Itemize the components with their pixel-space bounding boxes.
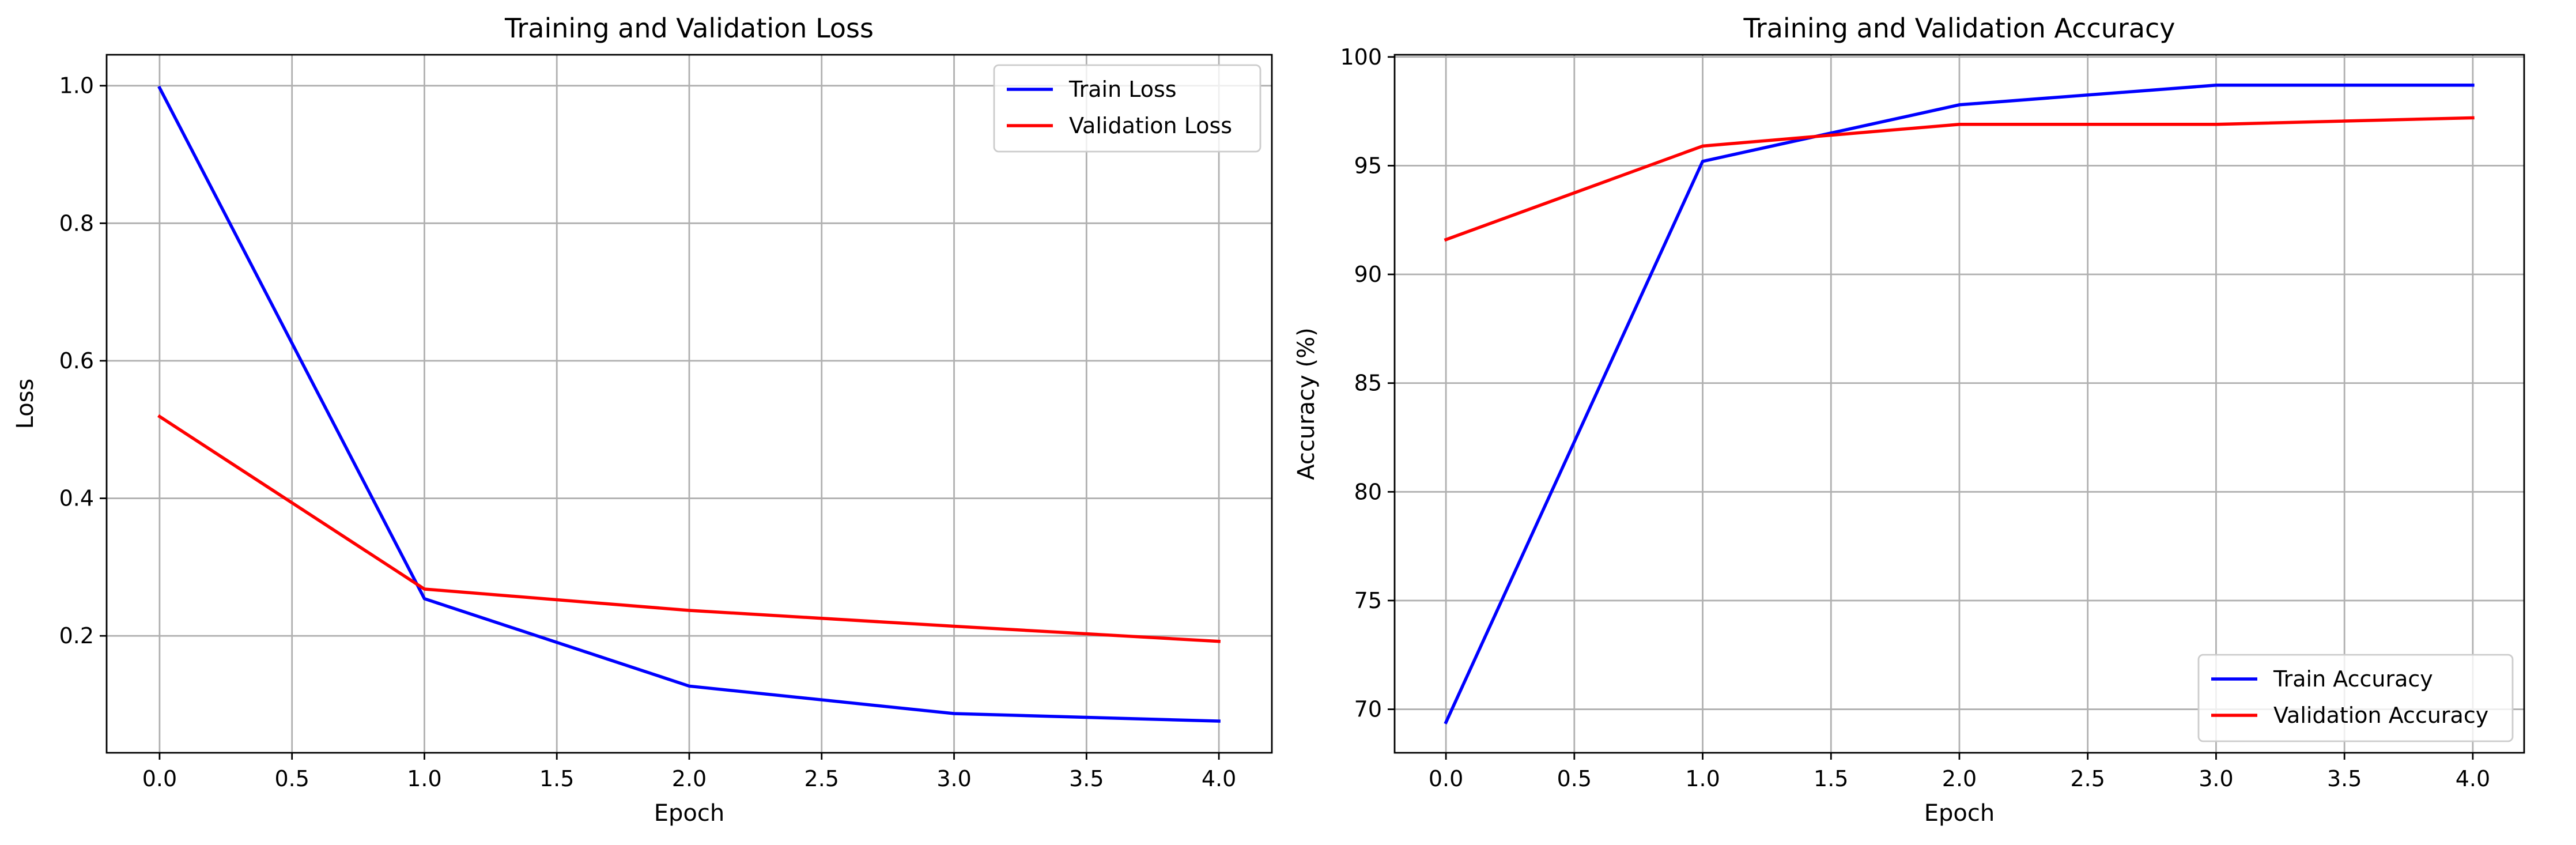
legend-box (993, 64, 1261, 153)
y-axis-label: Loss (12, 379, 39, 429)
x-tick-label: 4.0 (1202, 766, 1236, 791)
x-tick-label: 0.5 (274, 766, 309, 791)
x-tick-label: 3.5 (2327, 766, 2362, 791)
series-line-0 (157, 85, 1221, 723)
chart-loss: 0.0 0.5 1.0 1.5 2.0 2.5 3.0 3.5 4.0 0.2 0.4 0.6 0.8 1… (12, 13, 1273, 827)
legend: Train Accuracy Validation Accuracy (2197, 654, 2514, 742)
legend-box (2197, 654, 2514, 742)
x-tick-label: 2.5 (2071, 766, 2105, 791)
y-tick-label: 100 (1340, 44, 1382, 70)
chart-accuracy: 0.0 0.5 1.0 1.5 2.0 2.5 3.0 3.5 4.0 70 75 80 85 90 95 1… (1293, 13, 2525, 827)
y-tick-label: 95 (1354, 153, 1382, 178)
x-tick-label: 1.5 (1814, 766, 1848, 791)
y-tick-label: 1.0 (59, 73, 94, 99)
y-tick-label: 75 (1354, 588, 1382, 613)
legend: Train Loss Validation Loss (993, 64, 1261, 153)
series-line-1 (157, 414, 1221, 643)
y-tick-label: 0.6 (59, 348, 94, 374)
legend-label: Train Loss (1068, 77, 1177, 102)
x-tick-label: 0.0 (1429, 766, 1463, 791)
x-tick-label: 0.0 (142, 766, 177, 791)
y-axis-label: Accuracy (%) (1293, 327, 1320, 480)
y-tick-label: 90 (1354, 262, 1382, 287)
x-axis-label: Epoch (654, 800, 724, 827)
y-tick-label: 80 (1354, 479, 1382, 504)
x-tick-label: 0.5 (1557, 766, 1592, 791)
x-tick-label: 3.5 (1069, 766, 1104, 791)
x-tick-label: 3.0 (936, 766, 971, 791)
x-tick-label: 3.0 (2199, 766, 2233, 791)
x-tick-label: 1.5 (539, 766, 574, 791)
x-tick-label: 4.0 (2456, 766, 2490, 791)
y-tick-label: 85 (1354, 371, 1382, 396)
x-axis-label: Epoch (1924, 800, 1995, 827)
x-tick-label: 1.0 (407, 766, 441, 791)
y-tick-label: 0.8 (59, 210, 94, 236)
x-tick-label: 2.5 (804, 766, 839, 791)
y-tick-label: 0.4 (59, 486, 94, 511)
legend-label: Train Accuracy (2273, 666, 2433, 692)
x-tick-label: 2.0 (672, 766, 707, 791)
y-tick-label: 0.2 (59, 623, 94, 648)
chart-title: Training and Validation Accuracy (1743, 13, 2175, 44)
series-line-1 (1444, 116, 2475, 242)
x-tick-label: 2.0 (1942, 766, 1977, 791)
legend-label: Validation Loss (1069, 113, 1232, 138)
chart-title: Training and Validation Loss (504, 13, 874, 44)
series-line-0 (1444, 84, 2475, 725)
y-tick-label: 70 (1354, 697, 1382, 722)
legend-label: Validation Accuracy (2273, 703, 2488, 728)
x-tick-label: 1.0 (1685, 766, 1720, 791)
